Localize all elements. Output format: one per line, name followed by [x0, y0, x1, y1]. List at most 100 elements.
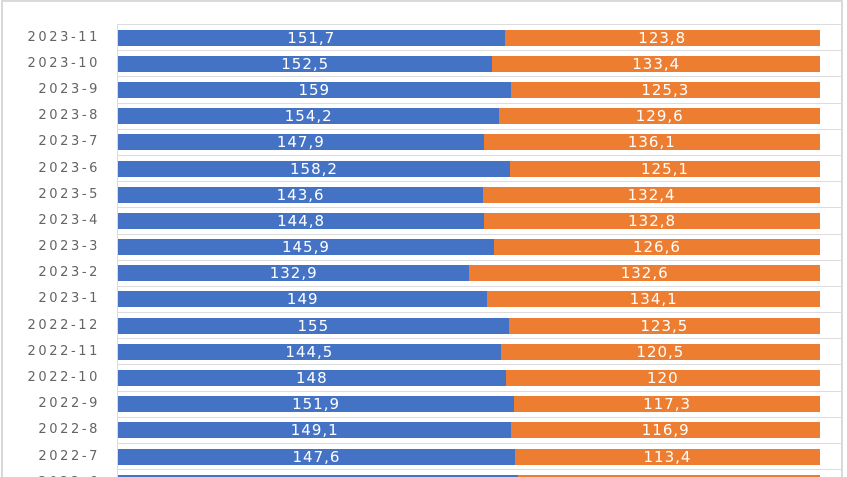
- bar-value-label: 149: [286, 291, 319, 308]
- stacked-bar: 132,9 132,6: [118, 265, 820, 282]
- bar-segment-orange[interactable]: 120,5: [500, 343, 820, 360]
- bar-value-label: 116,9: [641, 422, 690, 439]
- bar-segment-orange[interactable]: 120: [505, 370, 820, 387]
- category-label: 2022-9: [38, 396, 100, 412]
- chart-row: 149 134,1: [118, 285, 843, 312]
- bar-value-label: 159: [298, 81, 331, 98]
- bar-segment-orange[interactable]: 126,6: [493, 239, 820, 256]
- chart-row: 147,6 113,4: [118, 443, 843, 469]
- bar-segment-blue[interactable]: 155: [118, 317, 509, 334]
- stacked-bar: 147,9 136,1: [118, 134, 820, 151]
- bar-segment-blue[interactable]: 143,6: [118, 186, 484, 203]
- bar-value-label: 132,9: [269, 265, 318, 282]
- bar-value-label: 145,9: [281, 239, 330, 256]
- stacked-bar: 147,6 113,4: [118, 448, 820, 465]
- bar-segment-blue[interactable]: 144,8: [118, 212, 485, 229]
- bar-value-label: 143,6: [276, 186, 325, 203]
- bar-segment-orange[interactable]: 125,1: [510, 160, 820, 177]
- stacked-bar: 144,8 132,8: [118, 212, 820, 229]
- bar-segment-blue[interactable]: 149: [118, 291, 488, 308]
- bar-segment-orange[interactable]: 123,8: [504, 29, 820, 46]
- bar-segment-blue[interactable]: [118, 474, 519, 477]
- category-label: 2022-11: [27, 343, 100, 359]
- bar-value-label: 149,1: [290, 422, 339, 439]
- bar-segment-blue[interactable]: 132,9: [118, 265, 470, 282]
- bar-segment-blue[interactable]: 147,6: [118, 448, 515, 465]
- chart-row: 144,8 132,8: [118, 207, 843, 233]
- bar-value-label: 132,8: [628, 212, 677, 229]
- bar-segment-blue[interactable]: 152,5: [118, 55, 493, 72]
- bar-segment-orange[interactable]: 132,8: [484, 212, 820, 229]
- category-label: 2023-1: [38, 291, 100, 307]
- bar-value-label: 136,1: [627, 134, 676, 151]
- bar-segment-orange[interactable]: 132,6: [469, 265, 820, 282]
- bar-value-label: 152,5: [281, 55, 330, 72]
- bar-value-label: 155: [297, 317, 330, 334]
- stacked-bar: 155 123,5: [118, 317, 820, 334]
- chart-row: 158,2 125,1: [118, 154, 843, 181]
- category-label: 2022-10: [27, 370, 100, 386]
- stacked-bar: [118, 474, 820, 477]
- chart-row: 147,9 136,1: [118, 128, 843, 155]
- category-label: 2023-5: [38, 186, 100, 202]
- bar-segment-orange[interactable]: 123,5: [508, 317, 820, 334]
- stacked-bar: 151,9 117,3: [118, 396, 820, 413]
- chart-row: 145,9 126,6: [118, 233, 843, 260]
- bar-segment-orange[interactable]: 134,1: [487, 291, 820, 308]
- category-label: 2023-7: [38, 134, 100, 150]
- bar-segment-orange[interactable]: 125,3: [510, 81, 820, 98]
- bar-segment-blue[interactable]: 144,5: [118, 343, 501, 360]
- bar-segment-blue[interactable]: 148: [118, 370, 506, 387]
- bar-segment-blue[interactable]: 154,2: [118, 108, 500, 125]
- bar-segment-orange[interactable]: [518, 474, 820, 477]
- bar-segment-blue[interactable]: 151,9: [118, 396, 515, 413]
- category-axis: 2023-11 2023-10 2023-9 2023-8 2023-7 2023-6 20…: [0, 24, 100, 477]
- bar-value-label: 120,5: [636, 343, 685, 360]
- category-label: 2023-8: [38, 108, 100, 124]
- category-label: 2022-6: [0, 469, 100, 477]
- bar-value-label: 123,5: [640, 317, 689, 334]
- bar-segment-orange[interactable]: 132,4: [483, 186, 820, 203]
- stacked-bar: 154,2 129,6: [118, 108, 820, 125]
- stacked-bar: 151,7 123,8: [118, 29, 820, 46]
- bar-value-label: 144,5: [285, 343, 334, 360]
- bar-segment-blue[interactable]: 147,9: [118, 134, 484, 151]
- bar-value-label: 132,4: [627, 186, 676, 203]
- stacked-bar: 149 134,1: [118, 291, 820, 308]
- bar-segment-blue[interactable]: 145,9: [118, 239, 494, 256]
- bar-value-label: 125,1: [641, 160, 689, 177]
- bar-segment-blue[interactable]: 158,2: [118, 160, 510, 177]
- category-label: 2023-6: [38, 160, 100, 176]
- stacked-bar: 149,1 116,9: [118, 422, 820, 439]
- stacked-bar: 145,9 126,6: [118, 239, 820, 256]
- category-label: 2022-7: [38, 448, 100, 464]
- stacked-bar: 144,5 120,5: [118, 343, 820, 360]
- bar-segment-orange[interactable]: 129,6: [499, 108, 820, 125]
- bar-segment-orange[interactable]: 133,4: [492, 55, 820, 72]
- stacked-bar: 158,2 125,1: [118, 160, 820, 177]
- category-label: 2023-10: [27, 55, 100, 71]
- bar-value-label: 113,4: [643, 448, 692, 465]
- bar-segment-blue[interactable]: 149,1: [118, 422, 512, 439]
- bar-value-label: 123,8: [638, 29, 687, 46]
- bar-segment-orange[interactable]: 116,9: [511, 422, 820, 439]
- bar-segment-orange[interactable]: 136,1: [483, 134, 820, 151]
- chart-row: 143,6 132,4: [118, 181, 843, 207]
- bar-segment-blue[interactable]: 151,7: [118, 29, 505, 46]
- category-label: 2023-2: [38, 265, 100, 281]
- bar-value-label: 151,7: [287, 29, 336, 46]
- stacked-bar: 143,6 132,4: [118, 186, 820, 203]
- bar-segment-orange[interactable]: 117,3: [514, 396, 820, 413]
- bar-value-label: 158,2: [290, 160, 338, 177]
- chart-row: 132,9 132,6: [118, 259, 843, 286]
- plot-area[interactable]: 151,7 123,8 152,5 133,4 159 125,3 154,2 129,6 14…: [117, 24, 843, 477]
- bar-segment-orange[interactable]: 113,4: [514, 448, 820, 465]
- category-label: 2022-8: [38, 422, 100, 438]
- bar-segment-blue[interactable]: 159: [118, 81, 511, 98]
- bar-value-label: 132,6: [620, 265, 669, 282]
- category-label: 2023-4: [38, 212, 100, 228]
- bar-value-label: 117,3: [643, 396, 692, 413]
- category-label: 2023-11: [27, 29, 100, 45]
- chart-row: 148 120: [118, 364, 843, 390]
